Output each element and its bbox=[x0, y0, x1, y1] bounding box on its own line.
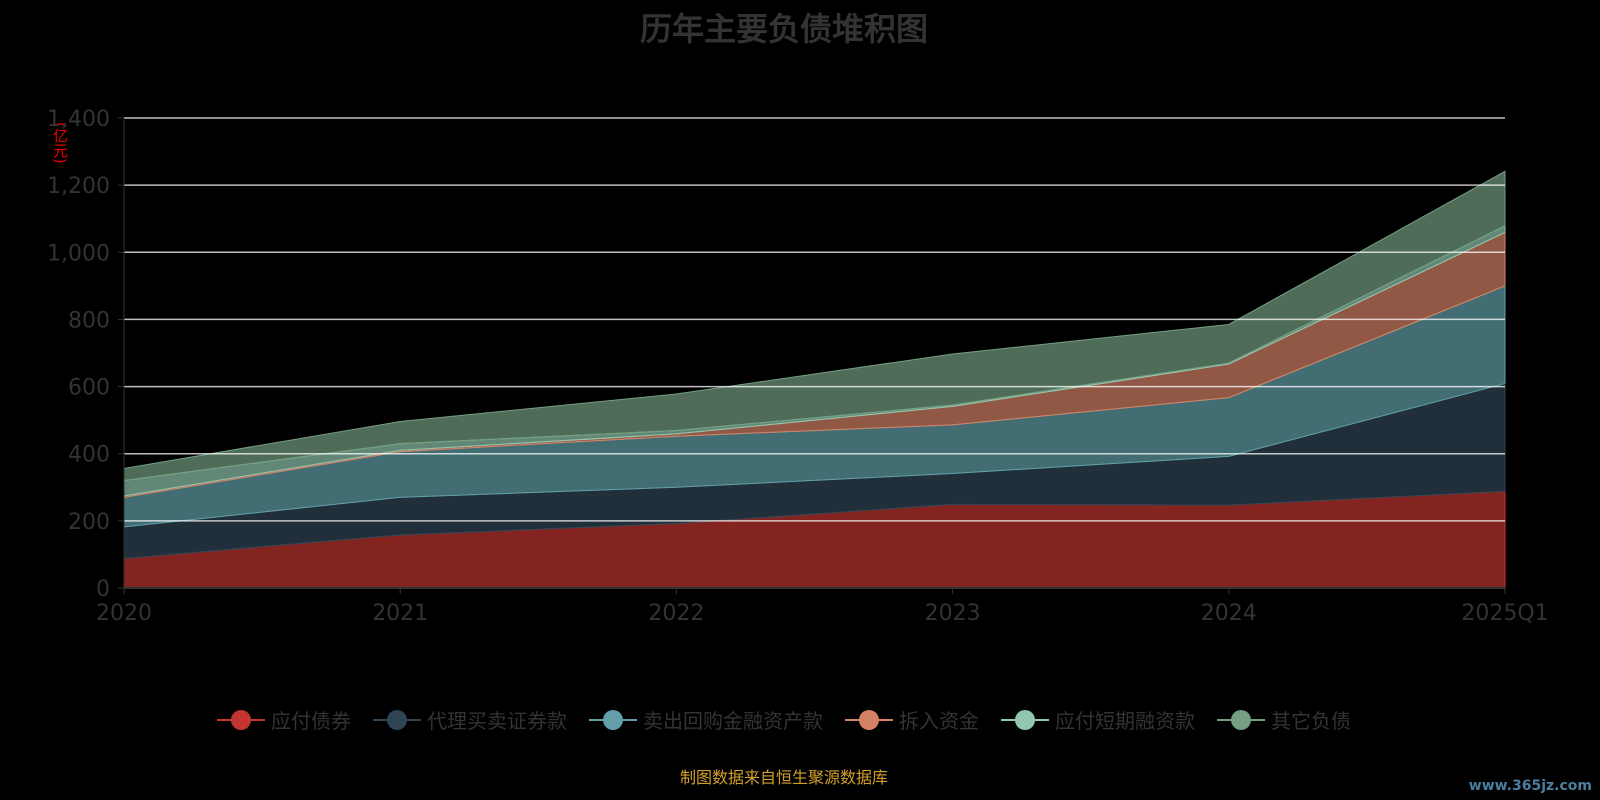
chart-title: 历年主要负债堆积图 bbox=[639, 10, 928, 48]
legend-marker-icon bbox=[845, 709, 893, 730]
y-tick-label: 600 bbox=[68, 376, 110, 401]
x-tick-label: 2020 bbox=[96, 601, 152, 626]
x-tick-label: 2024 bbox=[1201, 601, 1257, 626]
watermark: www.365jz.com bbox=[1468, 778, 1592, 794]
y-axis-unit: (亿元) bbox=[51, 122, 69, 164]
y-tick-label: 1,200 bbox=[47, 174, 110, 199]
data-source-note: 制图数据来自恒生聚源数据库 bbox=[679, 768, 888, 787]
legend-marker-icon bbox=[217, 709, 265, 730]
x-tick-label: 2025Q1 bbox=[1461, 601, 1548, 626]
y-tick-label: 200 bbox=[68, 510, 110, 535]
legend-marker-icon bbox=[1001, 709, 1049, 730]
y-tick-label: 400 bbox=[68, 443, 110, 468]
y-tick-label: 1,400 bbox=[47, 107, 110, 132]
y-tick-label: 1,000 bbox=[47, 241, 110, 266]
legend-label: 拆入资金 bbox=[899, 709, 979, 733]
x-tick-label: 2021 bbox=[372, 601, 428, 626]
legend-label: 卖出回购金融资产款 bbox=[643, 709, 823, 733]
legend-marker-icon bbox=[1217, 709, 1265, 730]
legend-marker-icon bbox=[373, 709, 421, 730]
legend-item[interactable]: 拆入资金 bbox=[845, 705, 979, 734]
legend-label: 代理买卖证券款 bbox=[427, 709, 567, 733]
legend: 应付债券 代理买卖证券款 卖出回购金融资产款 拆入资金 应付短期融资款 其它负债 bbox=[0, 705, 1568, 734]
legend-item[interactable]: 应付债券 bbox=[217, 705, 351, 734]
x-tick-label: 2023 bbox=[925, 601, 981, 626]
x-tick-label: 2022 bbox=[648, 601, 704, 626]
area-series-5 bbox=[123, 170, 1506, 482]
y-tick-label: 0 bbox=[96, 577, 110, 602]
legend-item[interactable]: 应付短期融资款 bbox=[1001, 705, 1195, 734]
legend-item[interactable]: 其它负债 bbox=[1217, 705, 1351, 734]
legend-item[interactable]: 卖出回购金融资产款 bbox=[589, 705, 823, 734]
legend-label: 应付债券 bbox=[271, 709, 351, 733]
legend-item[interactable]: 代理买卖证券款 bbox=[373, 705, 567, 734]
legend-label: 应付短期融资款 bbox=[1055, 709, 1195, 733]
legend-marker-icon bbox=[589, 709, 637, 730]
legend-label: 其它负债 bbox=[1271, 709, 1351, 733]
y-tick-label: 800 bbox=[68, 308, 110, 333]
